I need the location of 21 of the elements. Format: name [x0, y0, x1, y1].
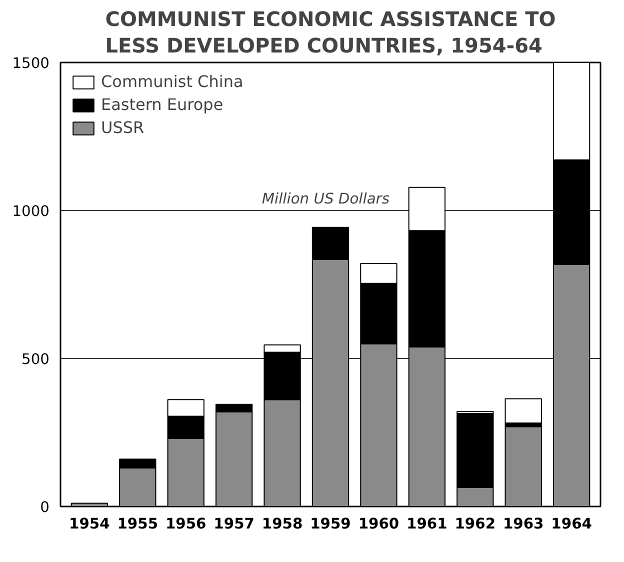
- bar: [504, 398, 542, 424]
- x-tick-label: 1959: [310, 516, 351, 532]
- x-tick-label: 1958: [262, 516, 303, 532]
- x-tick-label: 1960: [358, 516, 400, 532]
- y-tick-label: 1500: [12, 55, 50, 72]
- legend-label: USSR: [101, 118, 144, 137]
- x-tick-label: 1962: [454, 516, 496, 532]
- x-tick-label: 1963: [502, 516, 544, 532]
- legend-label: Eastern Europe: [101, 95, 224, 114]
- x-tick-label: 1957: [214, 516, 254, 532]
- x-tick-label: 1964: [551, 516, 592, 532]
- annotation: Million US Dollars: [262, 190, 390, 208]
- y-tick-label: 500: [22, 351, 50, 368]
- x-tick-label: 1956: [165, 516, 206, 532]
- y-tick-label: 1000: [12, 203, 50, 220]
- x-tick-label: 1961: [406, 516, 448, 532]
- y-tick-label: 0: [40, 499, 50, 516]
- legend-label: Communist China: [101, 72, 244, 91]
- chart-title: COMMUNIST ECONOMIC ASSISTANCE TO LESS DEVELOPED COUNTRIES, 1954-64: [105, 7, 556, 58]
- x-tick-label: 1954: [69, 516, 110, 532]
- x-tick-label: 1955: [117, 516, 158, 532]
